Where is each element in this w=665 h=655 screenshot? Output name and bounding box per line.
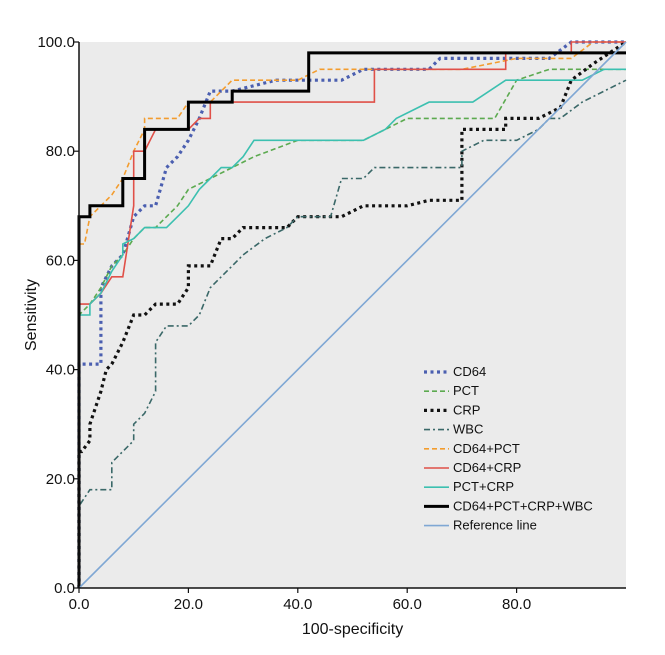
legend-label-cd64-pct: CD64+PCT: [453, 441, 520, 456]
x-tick-label: 60.0: [393, 596, 422, 613]
y-tick-label: 60.0: [46, 252, 75, 269]
legend-label-cd64-crp: CD64+CRP: [453, 460, 521, 475]
legend-label-pct-crp: PCT+CRP: [453, 479, 514, 494]
y-tick-label: 80.0: [46, 143, 75, 160]
y-tick-label: 100.0: [37, 34, 75, 51]
legend-label-cd64: CD64: [453, 364, 486, 379]
series-line-crp: [77, 40, 627, 588]
legend-label-pct: PCT: [453, 383, 479, 398]
legend: CD64 PCT CRP WBC CD64+PCT CD64+CRP PCT+CRP CD64…: [424, 364, 593, 533]
x-tick-label: 20.0: [174, 596, 203, 613]
series-line-reference-line: [78, 41, 627, 589]
series-layer: [77, 40, 627, 589]
x-tick-label: 40.0: [283, 596, 312, 613]
y-tick-label: 40.0: [46, 362, 75, 379]
legend-label-crp: CRP: [453, 402, 480, 417]
axes-layer: 0.0 20.0 40.0 60.0 80.0 100.0 0.0 20.0 40.0 60.0 8…: [37, 34, 626, 613]
series-line-pct-crp: [78, 68, 626, 588]
y-tick-label: 20.0: [46, 471, 75, 488]
series-line-cd64-pct-crp-wbc: [77, 51, 626, 588]
legend-label-wbc: WBC: [453, 422, 483, 437]
legend-label-reference-line: Reference line: [453, 518, 537, 533]
legend-label-cd64-pct-crp-wbc: CD64+PCT+CRP+WBC: [453, 498, 593, 513]
x-tick-label: 80.0: [502, 596, 531, 613]
x-tick-label: 0.0: [69, 596, 90, 613]
y-axis-label: Sensitivity: [23, 279, 40, 351]
y-tick-label: 0.0: [54, 580, 75, 597]
series-line-wbc: [78, 79, 627, 588]
series-line-pct: [78, 68, 626, 588]
x-axis-label: 100-specificity: [302, 621, 403, 638]
